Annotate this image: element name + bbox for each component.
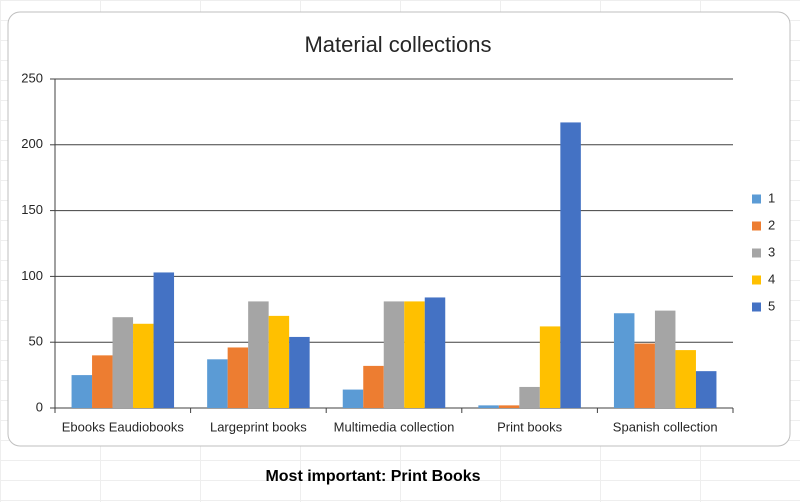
y-tick-label: 50 bbox=[29, 334, 43, 349]
bar bbox=[207, 359, 228, 408]
legend-swatch bbox=[752, 194, 761, 204]
bar bbox=[613, 313, 635, 408]
legend-label: 2 bbox=[768, 217, 775, 232]
legend-swatch bbox=[752, 275, 761, 285]
bar bbox=[383, 301, 405, 408]
bar bbox=[227, 347, 249, 408]
bar bbox=[498, 405, 520, 408]
bar bbox=[539, 326, 561, 408]
legend-label: 3 bbox=[768, 244, 775, 259]
bar bbox=[342, 389, 364, 408]
bar bbox=[478, 405, 499, 408]
y-tick-label: 100 bbox=[21, 268, 43, 283]
chart-frame bbox=[7, 11, 791, 447]
bar bbox=[424, 297, 446, 408]
chart-title: Material collections bbox=[304, 32, 491, 57]
legend-swatch bbox=[752, 221, 761, 231]
x-tick-label: Multimedia collection bbox=[334, 419, 455, 434]
legend-label: 4 bbox=[768, 271, 775, 286]
y-tick-label: 150 bbox=[21, 202, 43, 217]
bar bbox=[404, 301, 425, 408]
bar bbox=[695, 371, 717, 408]
caption: Most important: Print Books bbox=[265, 468, 480, 485]
bar bbox=[248, 301, 269, 408]
bar bbox=[133, 323, 154, 408]
y-tick-label: 250 bbox=[21, 70, 43, 85]
y-tick-label: 0 bbox=[36, 399, 43, 414]
legend-swatch bbox=[752, 302, 761, 312]
bar bbox=[92, 355, 113, 408]
bar bbox=[519, 386, 540, 408]
x-tick-label: Spanish collection bbox=[613, 419, 718, 434]
bar bbox=[153, 272, 175, 408]
x-tick-label: Largeprint books bbox=[210, 419, 307, 434]
bar bbox=[363, 365, 384, 408]
bar bbox=[675, 350, 696, 408]
bar bbox=[560, 122, 581, 408]
legend-swatch bbox=[752, 248, 761, 258]
y-tick-label: 200 bbox=[21, 136, 43, 151]
bar bbox=[112, 317, 134, 408]
legend-label: 1 bbox=[768, 190, 775, 205]
bar bbox=[634, 343, 655, 408]
bar bbox=[654, 310, 676, 408]
x-tick-label: Ebooks Eaudiobooks bbox=[62, 419, 185, 434]
x-tick-label: Print books bbox=[497, 419, 563, 434]
bar bbox=[289, 336, 310, 408]
legend-label: 5 bbox=[768, 298, 775, 313]
bar bbox=[268, 315, 290, 408]
bar bbox=[71, 375, 93, 408]
